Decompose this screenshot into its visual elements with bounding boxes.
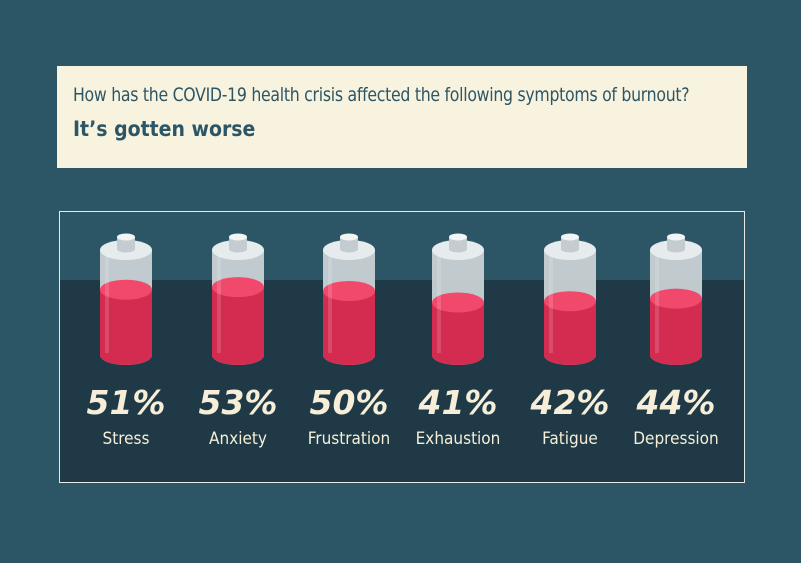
question-text: How has the COVID-19 health crisis affec… <box>73 84 690 106</box>
category-label-anxiety: Anxiety <box>209 429 267 449</box>
battery-cap-base <box>667 245 685 253</box>
value-label-exhaustion: 41% <box>418 383 498 422</box>
battery-cap-base <box>561 245 579 253</box>
category-label-stress: Stress <box>103 429 150 449</box>
value-label-anxiety: 53% <box>199 383 278 422</box>
battery-cap-top <box>340 233 358 241</box>
value-label-depression: 44% <box>636 383 716 422</box>
answer-text: It’s gotten worse <box>73 117 256 141</box>
chart-panel: 51% Stress 53% Anxiety 50% Frustration 41% Exha… <box>59 211 745 483</box>
battery-cap-base <box>449 245 467 253</box>
battery-cap-top <box>117 233 135 241</box>
bar-exhaustion <box>432 302 484 365</box>
value-label-stress: 51% <box>87 383 166 422</box>
battery-cap-base <box>340 245 358 253</box>
battery-highlight <box>217 256 221 353</box>
category-label-fatigue: Fatigue <box>542 429 598 449</box>
category-label-depression: Depression <box>633 429 718 449</box>
battery-cap-top <box>449 233 467 241</box>
bar-top-depression <box>650 288 702 309</box>
battery-highlight <box>549 256 553 353</box>
chart-panel-band <box>60 280 744 482</box>
battery-cap-base <box>117 245 135 253</box>
bar-frustration <box>323 291 375 365</box>
category-label-frustration: Frustration <box>308 429 390 449</box>
bar-top-exhaustion <box>432 292 484 313</box>
battery-cap-top <box>561 233 579 241</box>
battery-cap-base <box>229 245 247 253</box>
bar-top-fatigue <box>544 291 596 312</box>
battery-cap-top <box>667 233 685 241</box>
battery-highlight <box>437 256 441 353</box>
battery-highlight <box>328 256 332 353</box>
bar-anxiety <box>212 287 264 365</box>
bar-top-frustration <box>323 281 375 301</box>
bar-top-anxiety <box>212 277 264 298</box>
bar-top-stress <box>100 279 152 300</box>
battery-highlight <box>105 256 109 353</box>
battery-highlight <box>655 256 659 353</box>
value-label-frustration: 50% <box>310 383 389 422</box>
battery-cap-top <box>229 233 247 241</box>
bar-stress <box>100 289 152 365</box>
header-box: How has the COVID-19 health crisis affec… <box>57 66 747 168</box>
category-label-exhaustion: Exhaustion <box>416 429 501 449</box>
bar-depression <box>650 298 702 365</box>
value-label-fatigue: 42% <box>530 383 610 422</box>
battery-chart: 51% Stress 53% Anxiety 50% Frustration 41% Exha… <box>87 233 719 449</box>
bar-fatigue <box>544 301 596 365</box>
